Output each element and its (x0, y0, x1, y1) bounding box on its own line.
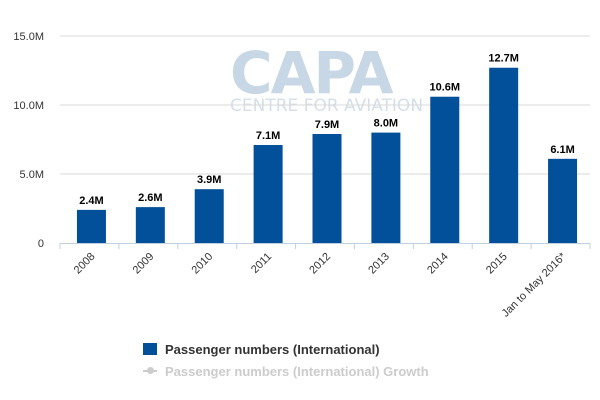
y-tick-label: 10.0M (13, 100, 44, 112)
x-tick-label: 2009 (131, 251, 157, 277)
y-tick-label: 15.0M (13, 31, 44, 43)
bar[interactable] (548, 158, 578, 243)
legend-item-growth[interactable]: Passenger numbers (International) Growth (143, 360, 429, 382)
data-label: 2.4M (79, 195, 103, 207)
data-label: 10.6M (429, 82, 460, 94)
x-tick-label: Jan to May 2016* (500, 250, 570, 320)
legend-swatch-line (143, 365, 157, 377)
data-label: 3.9M (197, 174, 221, 186)
data-label: 6.1M (550, 144, 574, 156)
bar[interactable] (253, 145, 283, 243)
data-label: 7.9M (315, 119, 339, 131)
bar[interactable] (430, 96, 460, 243)
x-tick-label: 2010 (190, 251, 216, 277)
bar[interactable] (312, 133, 342, 243)
x-tick-label: 2008 (72, 251, 98, 277)
x-tick-label: 2015 (484, 251, 510, 277)
y-tick-label: 0 (38, 238, 44, 250)
x-tick-label: 2013 (366, 251, 392, 277)
legend-swatch-bar (143, 343, 157, 355)
data-labels: 2.4M 2.6M 3.9M 7.1M 7.9M 8.0M 10.6M 12.7M 6.1M (79, 53, 575, 207)
y-tick-label: 5.0M (20, 169, 44, 181)
bar[interactable] (76, 209, 106, 243)
data-label: 12.7M (488, 53, 519, 65)
x-tick-label: 2012 (307, 251, 333, 277)
bar[interactable] (371, 132, 401, 243)
bars (76, 67, 578, 244)
data-label: 8.0M (374, 118, 398, 130)
bar[interactable] (489, 67, 519, 244)
legend-item-passengers[interactable]: Passenger numbers (International) (143, 338, 429, 360)
legend: Passenger numbers (International) Passen… (143, 338, 429, 382)
x-tick-label: 2014 (425, 251, 451, 277)
bar[interactable] (194, 189, 224, 243)
data-label: 2.6M (138, 192, 162, 204)
y-axis-ticks: 0 5.0M 10.0M 15.0M (13, 31, 44, 250)
watermark-sub: CENTRE FOR AVIATION (230, 96, 423, 116)
bar[interactable] (135, 207, 165, 243)
data-label: 7.1M (256, 130, 280, 142)
legend-label: Passenger numbers (International) (165, 341, 380, 357)
legend-label: Passenger numbers (International) Growth (165, 363, 429, 379)
watermark-main: CAPA (230, 39, 394, 107)
x-tick-label: 2011 (249, 251, 274, 276)
watermark: CAPA CENTRE FOR AVIATION (230, 39, 423, 116)
